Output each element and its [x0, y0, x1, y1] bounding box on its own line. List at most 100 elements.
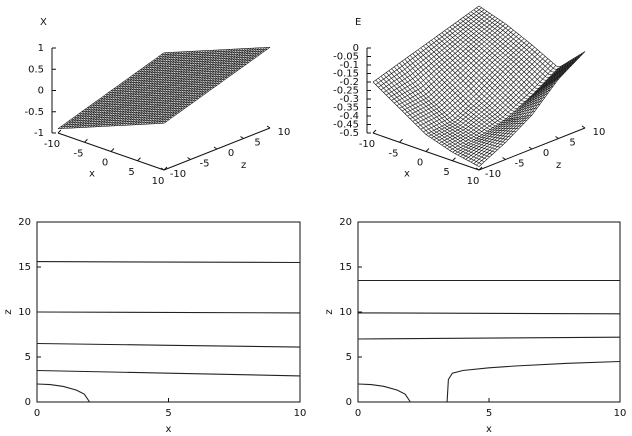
mesh-line [470, 56, 578, 163]
mesh-line [428, 46, 535, 137]
mesh-line [454, 65, 562, 154]
mesh-line [433, 38, 541, 112]
mesh-line [447, 62, 554, 149]
mesh-line [94, 50, 202, 128]
v-tick-label: -0.1 [339, 60, 359, 71]
mesh-line [73, 51, 181, 129]
y-tick-label: 10 [339, 307, 352, 318]
mesh-line [409, 31, 517, 120]
mesh-line [116, 49, 223, 126]
mesh-line [124, 49, 231, 126]
mesh-line [431, 49, 538, 139]
y-tick-label: 10 [18, 307, 31, 318]
mesh-line [388, 16, 496, 99]
y-tick-label: 15 [18, 262, 31, 273]
v-tick-label: -0.15 [333, 69, 359, 80]
mesh-line [386, 14, 493, 96]
mesh-line [402, 25, 509, 112]
mesh-line [142, 48, 249, 125]
z-tick-label: -10 [170, 169, 186, 180]
contour-line [357, 312, 621, 315]
v-tick-label: -0.2 [339, 77, 359, 88]
mesh-line [65, 52, 173, 129]
mesh-line [84, 51, 191, 128]
mesh-line [126, 48, 234, 126]
contour-line [357, 336, 621, 340]
mesh-line [76, 51, 183, 129]
mesh-line [380, 11, 488, 91]
mesh-line [86, 50, 194, 128]
mesh-line [407, 29, 514, 117]
mesh-line [155, 47, 263, 124]
mesh-line [71, 51, 178, 129]
x-tick-label: 0 [355, 408, 361, 419]
v-tick-label: 0 [38, 86, 44, 97]
y-tick-label: 0 [25, 397, 31, 408]
contour-line [446, 360, 621, 403]
mesh-line [441, 32, 549, 105]
mesh-line [391, 18, 498, 101]
z-tick-label: 0 [228, 148, 234, 159]
y-tick-label: 15 [339, 262, 352, 273]
v-tick-label: 1 [38, 43, 44, 54]
mesh-line [457, 64, 565, 156]
mesh-line [404, 27, 511, 114]
mesh-line [460, 62, 567, 157]
v-tick-label: -0.4 [339, 111, 359, 122]
x-tick [137, 157, 141, 162]
mesh-line [92, 50, 199, 128]
mesh-line [420, 40, 527, 130]
x-tick-label: 0 [417, 158, 423, 169]
mesh-line [476, 52, 583, 166]
x-tick-label: -5 [389, 148, 399, 159]
x-axis-label: x [486, 424, 492, 435]
mesh-line [150, 47, 257, 125]
contour-line [36, 383, 91, 403]
mesh-line [60, 52, 167, 129]
x-axis-label: x [404, 169, 410, 180]
z-tick-label: 5 [569, 138, 575, 149]
mesh-line [121, 49, 228, 126]
panel-title: E [355, 17, 361, 28]
z-tick-label: 10 [278, 127, 291, 138]
v-tick-label: 0 [353, 43, 359, 54]
mesh-line [388, 70, 495, 153]
mesh-line [105, 50, 212, 127]
x-axis-label: x [166, 424, 172, 435]
z-tick [266, 125, 271, 129]
mesh-line [396, 21, 504, 106]
y-tick-label: 0 [346, 397, 352, 408]
v-tick-label: -0.45 [333, 120, 359, 131]
mesh-line [423, 42, 530, 133]
x-tick-label: 5 [443, 167, 449, 178]
v-tick-label: -0.25 [333, 86, 359, 97]
z-tick [555, 136, 559, 139]
mesh-line [68, 51, 175, 129]
mesh-line [441, 58, 549, 146]
mesh-line [147, 47, 255, 125]
v-tick-label: -0.5 [24, 107, 44, 118]
mesh-line [465, 59, 572, 160]
v-tick-label: -0.3 [339, 94, 359, 105]
mesh-line [417, 38, 525, 127]
z-tick [240, 136, 244, 139]
x-tick-label: 5 [486, 408, 492, 419]
v-tick-label: -1 [34, 128, 44, 139]
mesh-line [439, 56, 546, 144]
mesh-line [399, 23, 506, 109]
mesh-line [57, 52, 165, 129]
mesh-line [439, 34, 546, 107]
x-tick [110, 148, 115, 152]
x-tick-label: 10 [294, 408, 307, 419]
mesh-line [478, 51, 586, 167]
mesh-line [110, 49, 218, 127]
mesh-line [100, 50, 207, 127]
mesh-line [158, 47, 265, 124]
x-tick [425, 148, 430, 152]
mesh-line [462, 61, 570, 159]
mesh-line [137, 48, 244, 125]
mesh-line [132, 48, 239, 126]
mesh-line [89, 50, 196, 128]
y-axis-label: z [3, 309, 14, 314]
mesh-line [97, 50, 204, 127]
